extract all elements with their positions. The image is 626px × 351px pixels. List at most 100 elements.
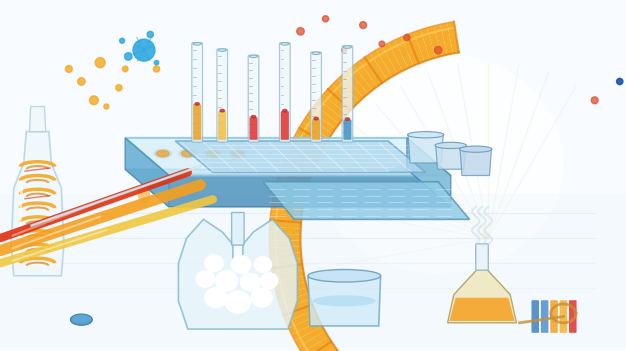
Polygon shape [408, 135, 443, 163]
Polygon shape [270, 213, 302, 223]
Ellipse shape [235, 259, 240, 264]
FancyBboxPatch shape [343, 120, 351, 140]
Polygon shape [376, 46, 398, 77]
Ellipse shape [235, 0, 626, 335]
FancyBboxPatch shape [249, 117, 258, 140]
Polygon shape [274, 186, 306, 199]
Ellipse shape [116, 85, 122, 91]
FancyBboxPatch shape [193, 105, 201, 140]
Ellipse shape [220, 275, 226, 280]
Polygon shape [306, 111, 336, 134]
Ellipse shape [167, 0, 626, 351]
Ellipse shape [66, 66, 73, 72]
Ellipse shape [182, 151, 194, 157]
Ellipse shape [225, 291, 250, 313]
Ellipse shape [258, 260, 262, 264]
Ellipse shape [229, 149, 247, 158]
Polygon shape [289, 316, 320, 335]
Polygon shape [269, 246, 301, 255]
Polygon shape [277, 172, 309, 187]
Ellipse shape [231, 296, 237, 301]
Ellipse shape [283, 110, 287, 112]
Polygon shape [273, 192, 305, 205]
Ellipse shape [617, 78, 623, 85]
Polygon shape [440, 23, 453, 55]
Ellipse shape [179, 149, 197, 158]
FancyBboxPatch shape [560, 300, 567, 333]
FancyBboxPatch shape [569, 300, 577, 333]
Ellipse shape [71, 314, 93, 325]
Polygon shape [460, 149, 491, 176]
Ellipse shape [193, 42, 201, 45]
Ellipse shape [154, 60, 159, 65]
Ellipse shape [312, 52, 320, 54]
Polygon shape [286, 310, 317, 329]
Ellipse shape [104, 104, 109, 109]
Ellipse shape [249, 55, 258, 58]
Ellipse shape [434, 46, 442, 54]
Polygon shape [282, 159, 313, 176]
Ellipse shape [218, 49, 226, 51]
Polygon shape [281, 299, 312, 316]
Polygon shape [289, 140, 321, 159]
Ellipse shape [313, 53, 563, 273]
Ellipse shape [156, 151, 169, 157]
Polygon shape [427, 26, 441, 58]
Ellipse shape [394, 102, 507, 199]
Ellipse shape [200, 274, 205, 278]
Polygon shape [29, 107, 46, 132]
Ellipse shape [308, 270, 381, 282]
Ellipse shape [346, 118, 349, 120]
Polygon shape [364, 53, 387, 83]
Polygon shape [449, 298, 515, 321]
Ellipse shape [439, 141, 461, 160]
FancyBboxPatch shape [218, 111, 226, 140]
Ellipse shape [125, 53, 132, 60]
Ellipse shape [195, 102, 199, 105]
Ellipse shape [251, 115, 255, 118]
Ellipse shape [322, 16, 329, 22]
Polygon shape [271, 264, 303, 275]
Ellipse shape [408, 132, 444, 138]
Ellipse shape [123, 66, 128, 72]
Ellipse shape [326, 44, 575, 257]
Polygon shape [269, 234, 300, 241]
Polygon shape [408, 32, 424, 64]
Ellipse shape [314, 117, 318, 120]
Polygon shape [269, 240, 300, 248]
Ellipse shape [459, 146, 492, 152]
Ellipse shape [190, 0, 626, 351]
Polygon shape [414, 29, 430, 61]
Polygon shape [342, 70, 368, 98]
Polygon shape [125, 138, 169, 207]
Ellipse shape [72, 314, 91, 323]
Ellipse shape [215, 271, 238, 291]
Polygon shape [305, 342, 335, 351]
FancyBboxPatch shape [541, 300, 548, 333]
Polygon shape [284, 153, 316, 171]
Polygon shape [420, 28, 436, 59]
Polygon shape [359, 57, 382, 86]
FancyBboxPatch shape [312, 119, 320, 140]
Polygon shape [309, 346, 338, 351]
Polygon shape [269, 227, 300, 234]
Polygon shape [275, 282, 307, 296]
Ellipse shape [153, 66, 160, 72]
Polygon shape [434, 24, 447, 56]
Polygon shape [292, 321, 322, 341]
Ellipse shape [591, 97, 598, 104]
Ellipse shape [207, 151, 219, 157]
FancyBboxPatch shape [280, 111, 289, 140]
Polygon shape [348, 65, 372, 94]
Ellipse shape [251, 288, 272, 307]
Polygon shape [388, 40, 408, 71]
FancyBboxPatch shape [342, 46, 352, 142]
Polygon shape [274, 276, 305, 289]
Polygon shape [407, 138, 451, 207]
Polygon shape [11, 132, 64, 276]
Ellipse shape [297, 28, 304, 35]
Ellipse shape [417, 121, 485, 179]
Ellipse shape [256, 292, 261, 297]
Ellipse shape [138, 186, 150, 203]
FancyBboxPatch shape [531, 300, 539, 333]
